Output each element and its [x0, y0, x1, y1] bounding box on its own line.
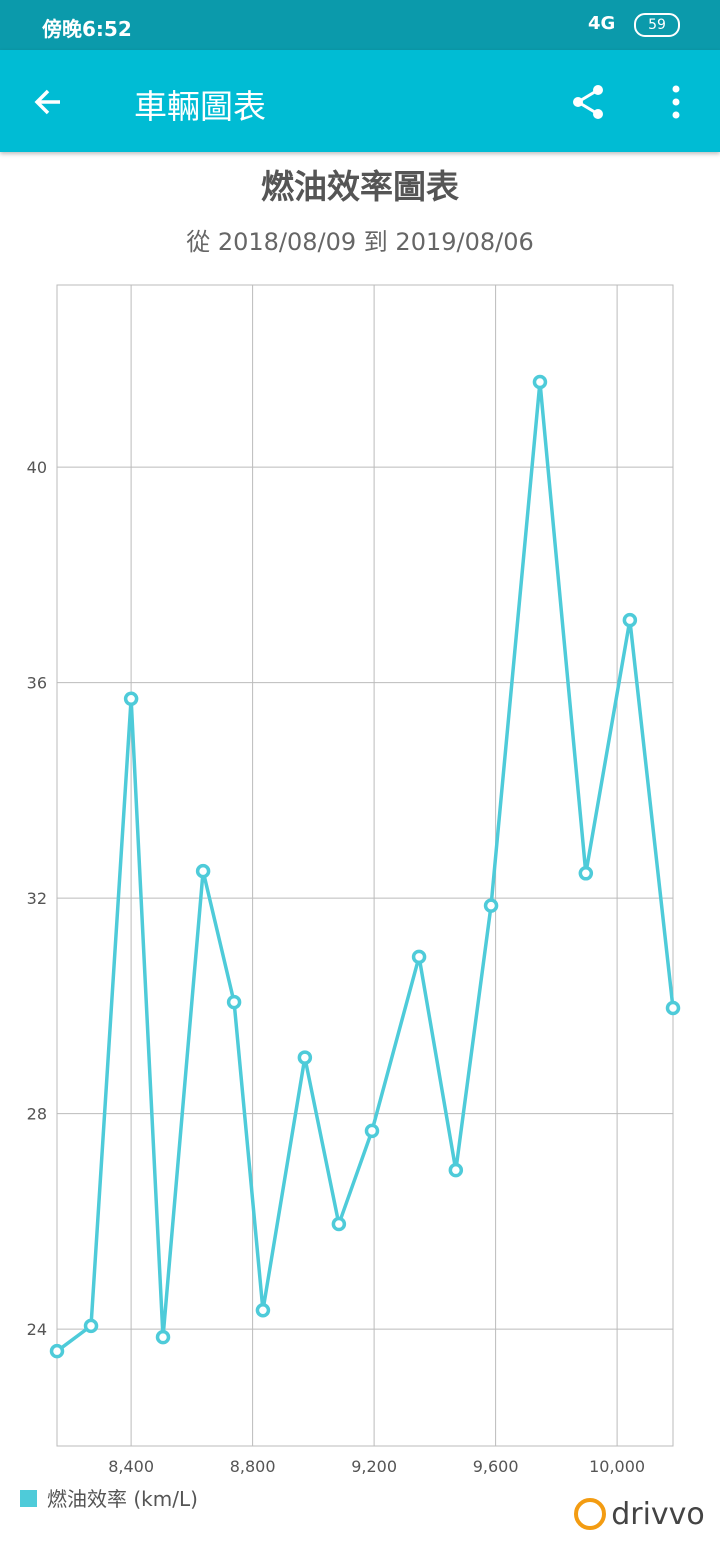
back-button[interactable] [30, 84, 66, 120]
y-tick-label: 40 [27, 458, 47, 477]
data-point [226, 994, 242, 1010]
app-title: 車輛圖表 [134, 87, 266, 126]
data-point [49, 1343, 65, 1359]
data-point [665, 1000, 681, 1016]
data-point [297, 1050, 313, 1065]
data-point [123, 691, 139, 707]
legend-label: 燃油效率 (km/L) [47, 1487, 198, 1511]
x-tick-label: 9,200 [351, 1457, 397, 1476]
data-point [578, 866, 594, 881]
x-tick-label: 8,800 [230, 1457, 276, 1476]
status-bar: 傍晚6:52 4G 59 [0, 0, 720, 50]
y-tick-label: 32 [27, 889, 47, 908]
battery: 59 [634, 13, 680, 37]
x-tick-label: 9,600 [473, 1457, 519, 1476]
y-tick-label: 36 [27, 674, 47, 693]
data-point [155, 1329, 171, 1345]
x-tick-label: 10,000 [589, 1457, 645, 1476]
x-tick-label: 8,400 [108, 1457, 154, 1476]
brand: drivvo [611, 1497, 705, 1532]
y-tick-label: 28 [27, 1105, 47, 1124]
chart-subtitle: 從 2018/08/09 到 2019/08/06 [186, 228, 534, 256]
app-bar: 車輛圖表 [0, 50, 720, 152]
chart-title: 燃油效率圖表 [261, 167, 459, 206]
data-point [364, 1123, 380, 1139]
data-point [622, 612, 638, 628]
data-point [331, 1216, 347, 1232]
legend-swatch [20, 1490, 37, 1507]
data-point [532, 374, 548, 390]
brand-logo [574, 1498, 606, 1530]
data-point [195, 863, 211, 879]
data-point [255, 1302, 271, 1318]
y-tick-label: 24 [27, 1320, 47, 1339]
chart: 燃油效率圖表 從 2018/08/09 到 2019/08/06 drivvo … [20, 167, 705, 1532]
menu-button[interactable] [664, 84, 688, 120]
data-point [83, 1318, 99, 1334]
share-button[interactable] [568, 82, 608, 122]
data-line [55, 381, 675, 1353]
data-point [411, 949, 427, 965]
time: 傍晚6:52 [42, 17, 132, 41]
data-point [483, 898, 499, 913]
data-point [448, 1162, 464, 1178]
network: 4G [588, 13, 616, 34]
plot-frame [56, 284, 674, 1447]
